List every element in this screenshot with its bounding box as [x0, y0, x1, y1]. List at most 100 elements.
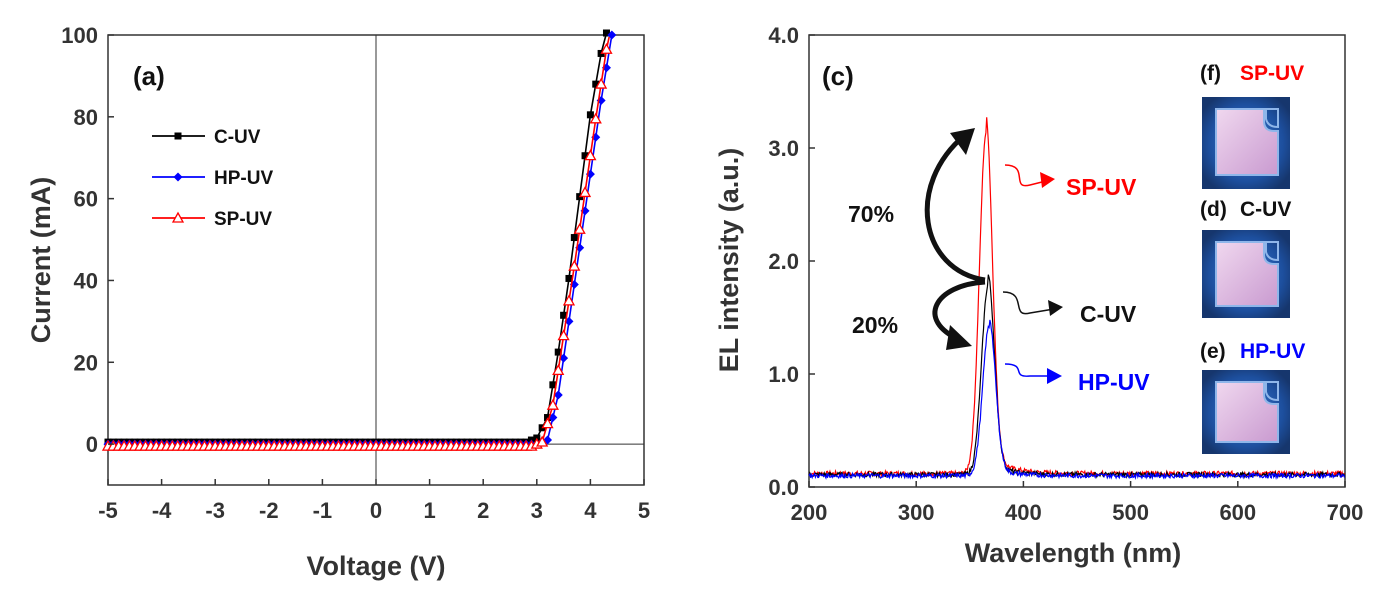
- y-tick-label: 80: [74, 105, 98, 130]
- arrow-20-icon: [932, 279, 986, 343]
- series-line-c-uv: [108, 32, 608, 443]
- marker-c-uv: [592, 80, 600, 88]
- inset-d-name: C-UV: [1240, 198, 1291, 221]
- label-sp-uv: SP-UV: [1066, 174, 1137, 200]
- inset-f-tag: (f): [1200, 62, 1221, 85]
- marker-sp-uv: [595, 77, 608, 89]
- marker-hp-uv: [559, 353, 569, 363]
- x-tick-label: 500: [1112, 500, 1149, 525]
- x-tick-label: -2: [259, 498, 279, 523]
- label-hp-uv: HP-UV: [1078, 369, 1150, 395]
- series-line-sp-uv: [108, 36, 610, 447]
- iv-curve-chart: -5 -4 -3 -2 -1 0 1 2 3 4 5 0 20 40 60 80 100 (a) Voltage…: [26, 23, 650, 581]
- pointer-hp-head-icon: [1047, 368, 1062, 384]
- inset-f: (f) SP-UV: [1200, 62, 1304, 189]
- el-spectrum-chart: 200 300 400 500 600 700 0.0 1.0 2.0 3.0 4.0 (c) Wa…: [714, 23, 1363, 568]
- spectrum-hp-uv: [808, 319, 1346, 481]
- inset-d-tag: (d): [1200, 198, 1227, 221]
- marker-sp-uv: [578, 186, 592, 198]
- x-tick-label: -5: [98, 498, 118, 523]
- pointer-sp-head-icon: [1040, 172, 1055, 188]
- tick-group: -5 -4 -3 -2 -1 0 1 2 3 4 5 0 20 40 60 80 100: [61, 23, 650, 523]
- y-axis-label: EL intensity (a.u.): [714, 148, 744, 373]
- y-tick-label: 20: [74, 350, 98, 375]
- marker-c-uv: [602, 29, 610, 37]
- y-axis-label: Current (mA): [26, 177, 56, 344]
- x-tick-label: 0: [370, 498, 382, 523]
- x-tick-label: 600: [1219, 500, 1256, 525]
- pointer-c-head-icon: [1048, 300, 1063, 316]
- legend-marker: [173, 172, 183, 182]
- marker-sp-uv: [557, 329, 570, 341]
- inset-e: (e) HP-UV: [1200, 340, 1305, 454]
- pointer-hp-icon: [1004, 363, 1052, 377]
- y-tick-label: 0.0: [768, 475, 799, 500]
- marker-sp-uv: [562, 294, 576, 306]
- label-c-uv: C-UV: [1080, 301, 1137, 327]
- series-group: [101, 29, 617, 451]
- marker-c-uv: [565, 274, 573, 282]
- y-tick-label: 40: [74, 268, 98, 293]
- y-tick-label: 60: [74, 187, 98, 212]
- marker-sp-uv: [546, 398, 559, 410]
- panel-label-c: (c): [822, 61, 854, 91]
- inset-e-name: HP-UV: [1240, 340, 1305, 363]
- x-tick-label: -3: [205, 498, 225, 523]
- zero-axis-lines: [108, 35, 644, 485]
- arrow-70-icon: [924, 133, 986, 283]
- arrow-70-head-icon: [950, 128, 975, 155]
- arrow-20-head-icon: [946, 325, 972, 350]
- marker-sp-uv: [600, 42, 613, 54]
- y-tick-label: 0: [86, 432, 98, 457]
- x-tick-label: 1: [423, 498, 435, 523]
- enhancement-arrows: [924, 128, 986, 350]
- legend-marker: [171, 211, 185, 223]
- marker-sp-uv: [589, 112, 602, 124]
- legend: C-UV HP-UV SP-UV: [152, 127, 273, 230]
- marker-sp-uv: [541, 417, 554, 429]
- legend-label-hp-uv: HP-UV: [214, 168, 273, 189]
- x-axis-label: Wavelength (nm): [965, 538, 1182, 568]
- peak-pointers: [1002, 164, 1063, 384]
- x-tick-label: -1: [313, 498, 333, 523]
- x-axis-label: Voltage (V): [306, 551, 445, 581]
- series-group: [808, 117, 1346, 481]
- chip-photo-sp: [1202, 97, 1290, 189]
- x-tick-label: 200: [791, 500, 828, 525]
- chip-photo-hp: [1202, 370, 1290, 454]
- y-tick-label: 2.0: [768, 249, 799, 274]
- x-tick-label: 2: [477, 498, 489, 523]
- marker-sp-uv: [536, 435, 549, 447]
- x-tick-label: -4: [152, 498, 172, 523]
- inset-f-name: SP-UV: [1240, 62, 1304, 85]
- marker-hp-uv: [553, 390, 563, 400]
- marker-c-uv: [549, 381, 557, 389]
- marker-c-uv: [570, 234, 578, 242]
- x-tick-label: 4: [584, 498, 597, 523]
- x-tick-label: 700: [1327, 500, 1364, 525]
- marker-c-uv: [581, 152, 589, 160]
- legend-label-c-uv: C-UV: [214, 127, 261, 148]
- marker-c-uv: [560, 311, 568, 319]
- tick-group: 200 300 400 500 600 700 0.0 1.0 2.0 3.0 4.0: [768, 23, 1363, 525]
- legend-label-sp-uv: SP-UV: [214, 209, 272, 230]
- marker-c-uv: [586, 111, 594, 119]
- marker-sp-uv: [552, 364, 565, 376]
- annotation-70pct: 70%: [848, 201, 894, 227]
- y-tick-label: 100: [61, 23, 98, 48]
- pointer-sp-icon: [1004, 164, 1047, 187]
- inset-e-tag: (e): [1200, 340, 1226, 363]
- x-tick-label: 3: [531, 498, 543, 523]
- y-tick-label: 4.0: [768, 23, 799, 48]
- x-tick-label: 300: [898, 500, 935, 525]
- x-tick-label: 5: [638, 498, 650, 523]
- series-line-hp-uv: [108, 34, 613, 445]
- y-tick-label: 1.0: [768, 362, 799, 387]
- marker-sp-uv: [584, 149, 597, 161]
- panel-label-a: (a): [133, 61, 165, 91]
- annotation-20pct: 20%: [852, 312, 898, 338]
- x-tick-label: 400: [1005, 500, 1042, 525]
- inset-d: (d) C-UV: [1200, 198, 1291, 318]
- marker-sp-uv: [568, 259, 581, 271]
